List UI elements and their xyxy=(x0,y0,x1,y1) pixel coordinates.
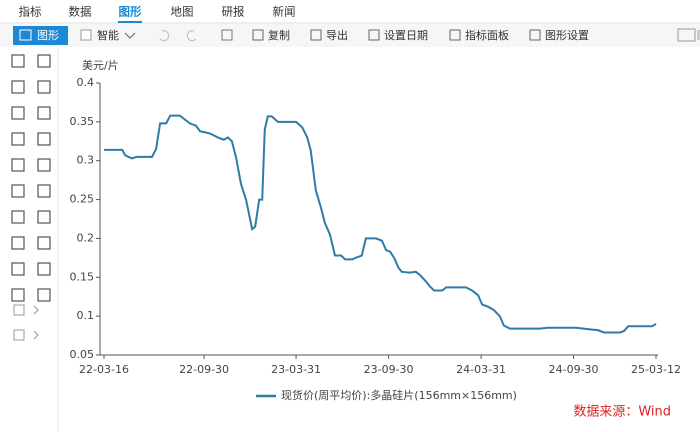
legend-label[interactable]: 现货价(周平均价):多晶硅片(156mm×156mm) xyxy=(281,388,517,402)
y-tick-label: 0.2 xyxy=(77,231,95,244)
x-tick-label: 23-09-30 xyxy=(364,363,414,376)
print-icon[interactable] xyxy=(221,29,233,41)
y-unit: 美元/片 xyxy=(82,59,119,72)
x-tick-label: 25-03-12 xyxy=(631,363,681,376)
x-tick-label: 22-03-16 xyxy=(79,363,129,376)
menu-item[interactable]: 地图 xyxy=(171,5,194,19)
sidebar-icon[interactable] xyxy=(11,210,25,224)
sidebar-icon[interactable] xyxy=(37,80,51,94)
chart-button-label: 图形 xyxy=(37,29,59,42)
toolbar xyxy=(0,24,700,47)
sidebar-icon[interactable] xyxy=(11,184,25,198)
source-note: 数据来源：Wind xyxy=(573,405,671,420)
x-tick-label: 24-03-31 xyxy=(456,363,506,376)
y-tick-label: 0.35 xyxy=(70,115,95,128)
sidebar-icon[interactable] xyxy=(11,54,25,68)
sidebar-icon[interactable] xyxy=(37,106,51,120)
y-tick-label: 0.05 xyxy=(70,348,95,361)
toolbar-icon xyxy=(368,29,380,41)
dropdown-arrow[interactable] xyxy=(124,32,136,39)
sidebar-icon[interactable] xyxy=(11,236,25,250)
menu-item[interactable]: 图形 xyxy=(119,5,142,19)
series-line xyxy=(104,114,657,334)
sidebar-icon[interactable] xyxy=(11,288,25,302)
y-tick-label: 0.3 xyxy=(77,154,95,167)
y-tick-label: 0.4 xyxy=(77,76,95,89)
sidebar-icon[interactable] xyxy=(37,132,51,146)
toolbar-item[interactable]: 导出 xyxy=(326,28,348,42)
y-tick-label: 0.25 xyxy=(70,193,95,206)
undo-redo[interactable] xyxy=(159,30,197,42)
y-tick-label: 0.15 xyxy=(70,270,95,283)
toolbar-icon xyxy=(310,29,322,41)
x-tick-label: 24-09-30 xyxy=(549,363,599,376)
chart-icon xyxy=(19,29,32,41)
sidebar-icon[interactable] xyxy=(37,288,51,302)
wp-icon[interactable] xyxy=(677,28,696,42)
smart-label[interactable]: 智能 xyxy=(97,28,119,42)
menu-item[interactable]: 指标 xyxy=(19,5,42,19)
menu-item[interactable]: 研报 xyxy=(222,5,245,19)
sidebar-tool[interactable] xyxy=(13,329,25,341)
x-tick-label: 22-09-30 xyxy=(179,363,229,376)
menu-item[interactable]: 新闻 xyxy=(273,5,296,19)
sidebar-icon[interactable] xyxy=(11,106,25,120)
x-tick-label: 23-03-31 xyxy=(271,363,321,376)
toolbar-icon xyxy=(449,29,461,41)
sidebar-icon[interactable] xyxy=(37,236,51,250)
toolbar-item[interactable]: 复制 xyxy=(268,28,290,42)
y-tick-label: 0.1 xyxy=(77,309,95,322)
smart-checkbox[interactable] xyxy=(80,29,92,41)
sidebar-icon[interactable] xyxy=(11,158,25,172)
sidebar-expand xyxy=(33,305,39,315)
menu-item[interactable]: 数据 xyxy=(69,5,92,19)
sidebar-icon[interactable] xyxy=(11,80,25,94)
sidebar-expand xyxy=(33,330,39,340)
scroll-edge xyxy=(697,30,700,40)
sidebar-icon[interactable] xyxy=(11,262,25,276)
sidebar-icon[interactable] xyxy=(37,158,51,172)
toolbar-icon xyxy=(252,29,264,41)
toolbar-icon xyxy=(529,29,541,41)
toolbar-item[interactable]: 设置日期 xyxy=(384,29,428,42)
toolbar-item[interactable]: 图形设置 xyxy=(545,29,589,42)
toolbar-item[interactable]: 指标面板 xyxy=(465,28,509,42)
sidebar-tool[interactable] xyxy=(13,304,25,316)
sidebar-icon[interactable] xyxy=(37,262,51,276)
sidebar-icon[interactable] xyxy=(37,210,51,224)
sidebar-icon[interactable] xyxy=(37,184,51,198)
sidebar-icon[interactable] xyxy=(11,132,25,146)
sidebar-icon[interactable] xyxy=(37,54,51,68)
